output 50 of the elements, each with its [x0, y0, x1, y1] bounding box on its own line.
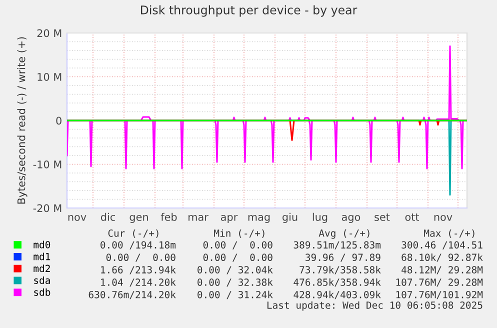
- x-tick-label: feb: [160, 212, 177, 221]
- y-axis-title: Bytes/second read (-) / write (+): [17, 37, 28, 204]
- text: 68.10k/ 92.87k: [402, 254, 483, 262]
- x-tick-label: lug: [312, 212, 328, 223]
- legend-label: sdb: [34, 288, 50, 296]
- text: 39.96 / 97.89: [306, 254, 380, 262]
- text: 0.00 / 32.04k: [198, 266, 273, 274]
- text: 0.00 / 0.00: [106, 254, 176, 262]
- text: 1.04 /214.20k: [101, 278, 176, 287]
- legend-label: sda: [34, 276, 50, 284]
- x-tick-label: apr: [220, 214, 238, 223]
- y-tick-label: -20 M: [33, 204, 62, 212]
- legend-label: md0: [34, 240, 50, 248]
- text: 107.76M/101.92M: [396, 290, 483, 300]
- text: 1.66 /213.94k: [101, 266, 176, 274]
- text: Avg (-/+): [318, 229, 370, 239]
- y-tick-label: -10 M: [33, 160, 62, 168]
- x-tick-label: set: [374, 213, 390, 221]
- text: 107.76M/ 29.28M: [396, 278, 483, 287]
- text: Min (-/+): [214, 229, 264, 238]
- x-tick-label: giu: [282, 212, 298, 223]
- y-tick-label: 10 M: [38, 72, 62, 81]
- x-tick-label: mag: [248, 214, 270, 223]
- x-tick-label: mar: [188, 214, 208, 221]
- text: 476.85k/358.94k: [294, 278, 381, 287]
- chart-title: Disk throughput per device - by year: [140, 5, 358, 17]
- text: Cur (-/+): [108, 229, 158, 238]
- y-tick-label: 20 M: [37, 29, 62, 38]
- text: 73.79k/358.58k: [300, 266, 381, 274]
- x-tick-label: gen: [130, 214, 148, 223]
- x-tick-label: nov: [434, 214, 452, 221]
- legend-label: md2: [34, 264, 50, 272]
- legend-label: md1: [34, 252, 50, 260]
- text: 389.51m/125.83m: [294, 241, 381, 250]
- text: 300.46 /104.51: [402, 241, 482, 250]
- x-tick-label: nov: [68, 214, 86, 221]
- x-tick-label: ago: [342, 214, 360, 223]
- x-tick-label: dic: [100, 212, 115, 221]
- y-tick-label: 0: [56, 116, 62, 125]
- text: 630.76m/214.20k: [88, 290, 176, 300]
- text: 0.00 / 0.00: [203, 254, 272, 262]
- text: 0.00 / 0.00: [203, 241, 272, 250]
- text: Last update: Wed Dec 10 06:05:08 2025: [267, 301, 482, 311]
- text: 0.00 / 31.24k: [198, 290, 273, 300]
- text: Max (-/+): [424, 229, 474, 238]
- text: 0.00 / 32.38k: [198, 278, 273, 287]
- text: 48.12M/ 29.28M: [402, 266, 483, 274]
- text: 428.94k/403.09k: [294, 290, 381, 300]
- x-tick-label: ott: [405, 213, 420, 221]
- text: 0.00 /194.18m: [100, 241, 176, 250]
